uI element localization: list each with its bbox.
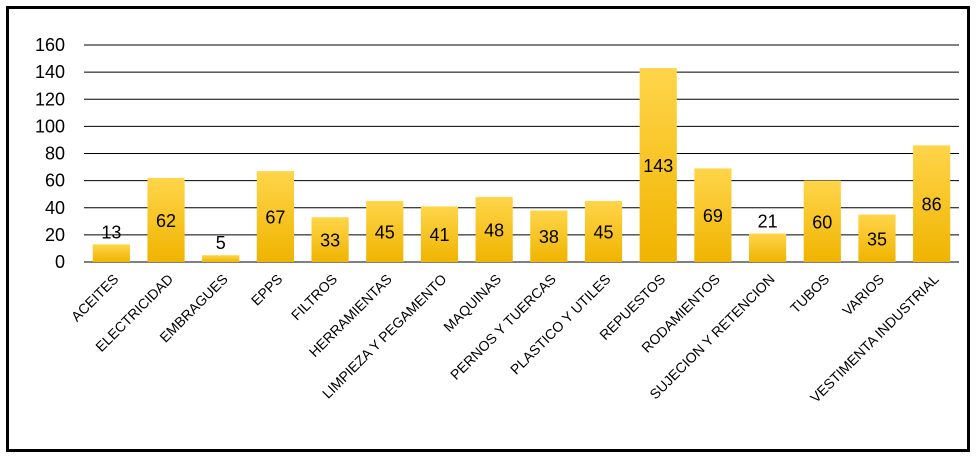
category-label: EPPS: [248, 271, 286, 309]
data-label: 41: [429, 225, 449, 245]
data-label: 69: [703, 206, 723, 226]
y-tick-label: 140: [35, 62, 65, 82]
y-tick-label: 40: [45, 198, 65, 218]
data-label: 5: [216, 233, 226, 253]
data-label: 143: [643, 156, 673, 176]
data-label: 33: [320, 231, 340, 251]
bar: [92, 244, 130, 262]
data-label: 48: [484, 220, 504, 240]
data-label: 62: [156, 211, 176, 231]
bar: [311, 217, 349, 262]
category-label: ACEITES: [68, 271, 122, 325]
bar: [803, 180, 841, 262]
y-axis-ticks: 0 20 40 60 80 100 120 140 160: [35, 35, 65, 272]
data-label: 38: [539, 227, 559, 247]
bar: [256, 171, 294, 262]
data-label: 21: [758, 212, 778, 232]
bar: [202, 255, 240, 262]
data-label: 45: [375, 222, 395, 242]
category-label: VARIOS: [839, 271, 887, 319]
bar: [749, 233, 787, 262]
y-tick-label: 20: [45, 225, 65, 245]
y-tick-label: 120: [35, 89, 65, 109]
bar: [584, 200, 623, 262]
data-label: 67: [265, 208, 285, 228]
category-label: TUBOS: [787, 271, 832, 316]
y-tick-label: 60: [45, 171, 65, 191]
bar: [858, 214, 896, 262]
bar: [366, 200, 404, 262]
bar: [147, 177, 185, 262]
data-label: 86: [922, 195, 942, 215]
bar-chart: 0 20 40 60 80 100 120 140 160 13 62 5 67 33 45 41 48 38 4…: [35, 35, 959, 406]
y-tick-label: 160: [35, 35, 65, 55]
bar: [475, 196, 513, 262]
bars: [92, 68, 951, 263]
data-label: 35: [867, 229, 887, 249]
bar: [530, 210, 568, 262]
bar: [694, 168, 732, 262]
y-tick-label: 100: [35, 116, 65, 136]
bar: [420, 206, 459, 262]
category-label: PLASTICO Y UTILES: [507, 271, 614, 378]
data-label: 13: [101, 222, 121, 242]
bar: [639, 68, 677, 263]
chart-frame: 0 20 40 60 80 100 120 140 160 13 62 5 67 33 45 41 48 38 4…: [6, 6, 970, 452]
category-label: FILTROS: [288, 271, 340, 323]
y-tick-label: 0: [55, 252, 65, 272]
data-labels: 13 62 5 67 33 45 41 48 38 45 143 69 21 60 35 86: [101, 156, 941, 253]
data-label: 60: [812, 212, 832, 232]
category-label: PERNOS Y TUERCAS: [447, 271, 559, 383]
y-tick-label: 80: [45, 144, 65, 164]
bar: [913, 145, 951, 262]
data-label: 45: [594, 222, 614, 242]
gridlines: [84, 44, 959, 263]
